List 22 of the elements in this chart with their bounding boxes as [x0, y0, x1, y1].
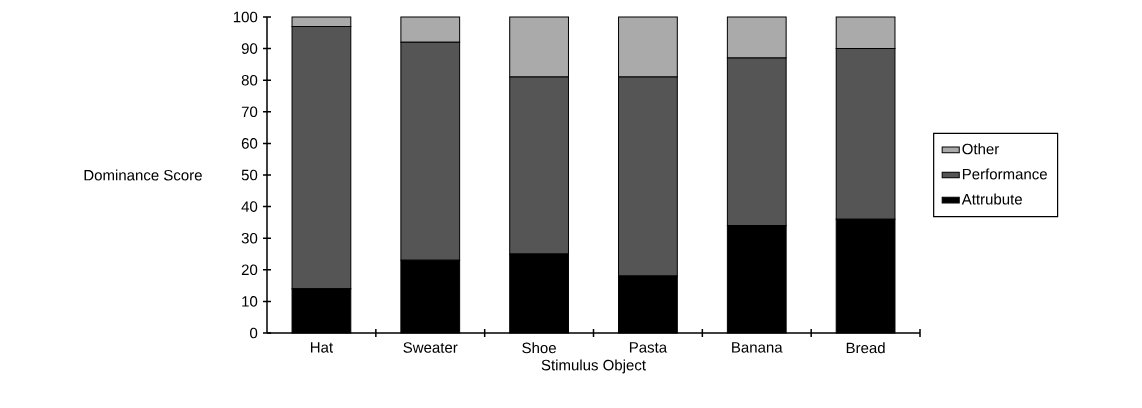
- y-tick-label: 60: [241, 138, 258, 149]
- y-tick-label: 0: [250, 327, 258, 339]
- x-tick-label: Pasta: [629, 342, 668, 353]
- x-axis-title: Stimulus Object: [541, 359, 646, 374]
- y-axis-title: Dominance Score: [84, 169, 202, 181]
- y-tick-label: 100: [233, 11, 258, 23]
- y-tick-label: 80: [241, 74, 258, 86]
- y-tick-label: 70: [241, 106, 258, 118]
- y-tick-label: 50: [241, 169, 258, 181]
- legend-label: Other: [962, 143, 999, 155]
- y-tick-label: 40: [241, 201, 258, 212]
- x-tick-label: Sweater: [403, 342, 458, 353]
- y-tick-label: 30: [241, 232, 258, 244]
- x-tick-label: Bread: [846, 342, 885, 354]
- y-tick-label: 20: [241, 264, 258, 276]
- x-tick-label: Banana: [732, 342, 783, 353]
- y-tick-label: 10: [242, 296, 258, 307]
- x-tick-label: Shoe: [522, 342, 556, 354]
- legend-label: Performance: [962, 168, 1047, 180]
- legend-label: Attrubute: [961, 193, 1022, 205]
- x-tick-label: Hat: [310, 342, 333, 353]
- y-tick-label: 90: [241, 43, 258, 54]
